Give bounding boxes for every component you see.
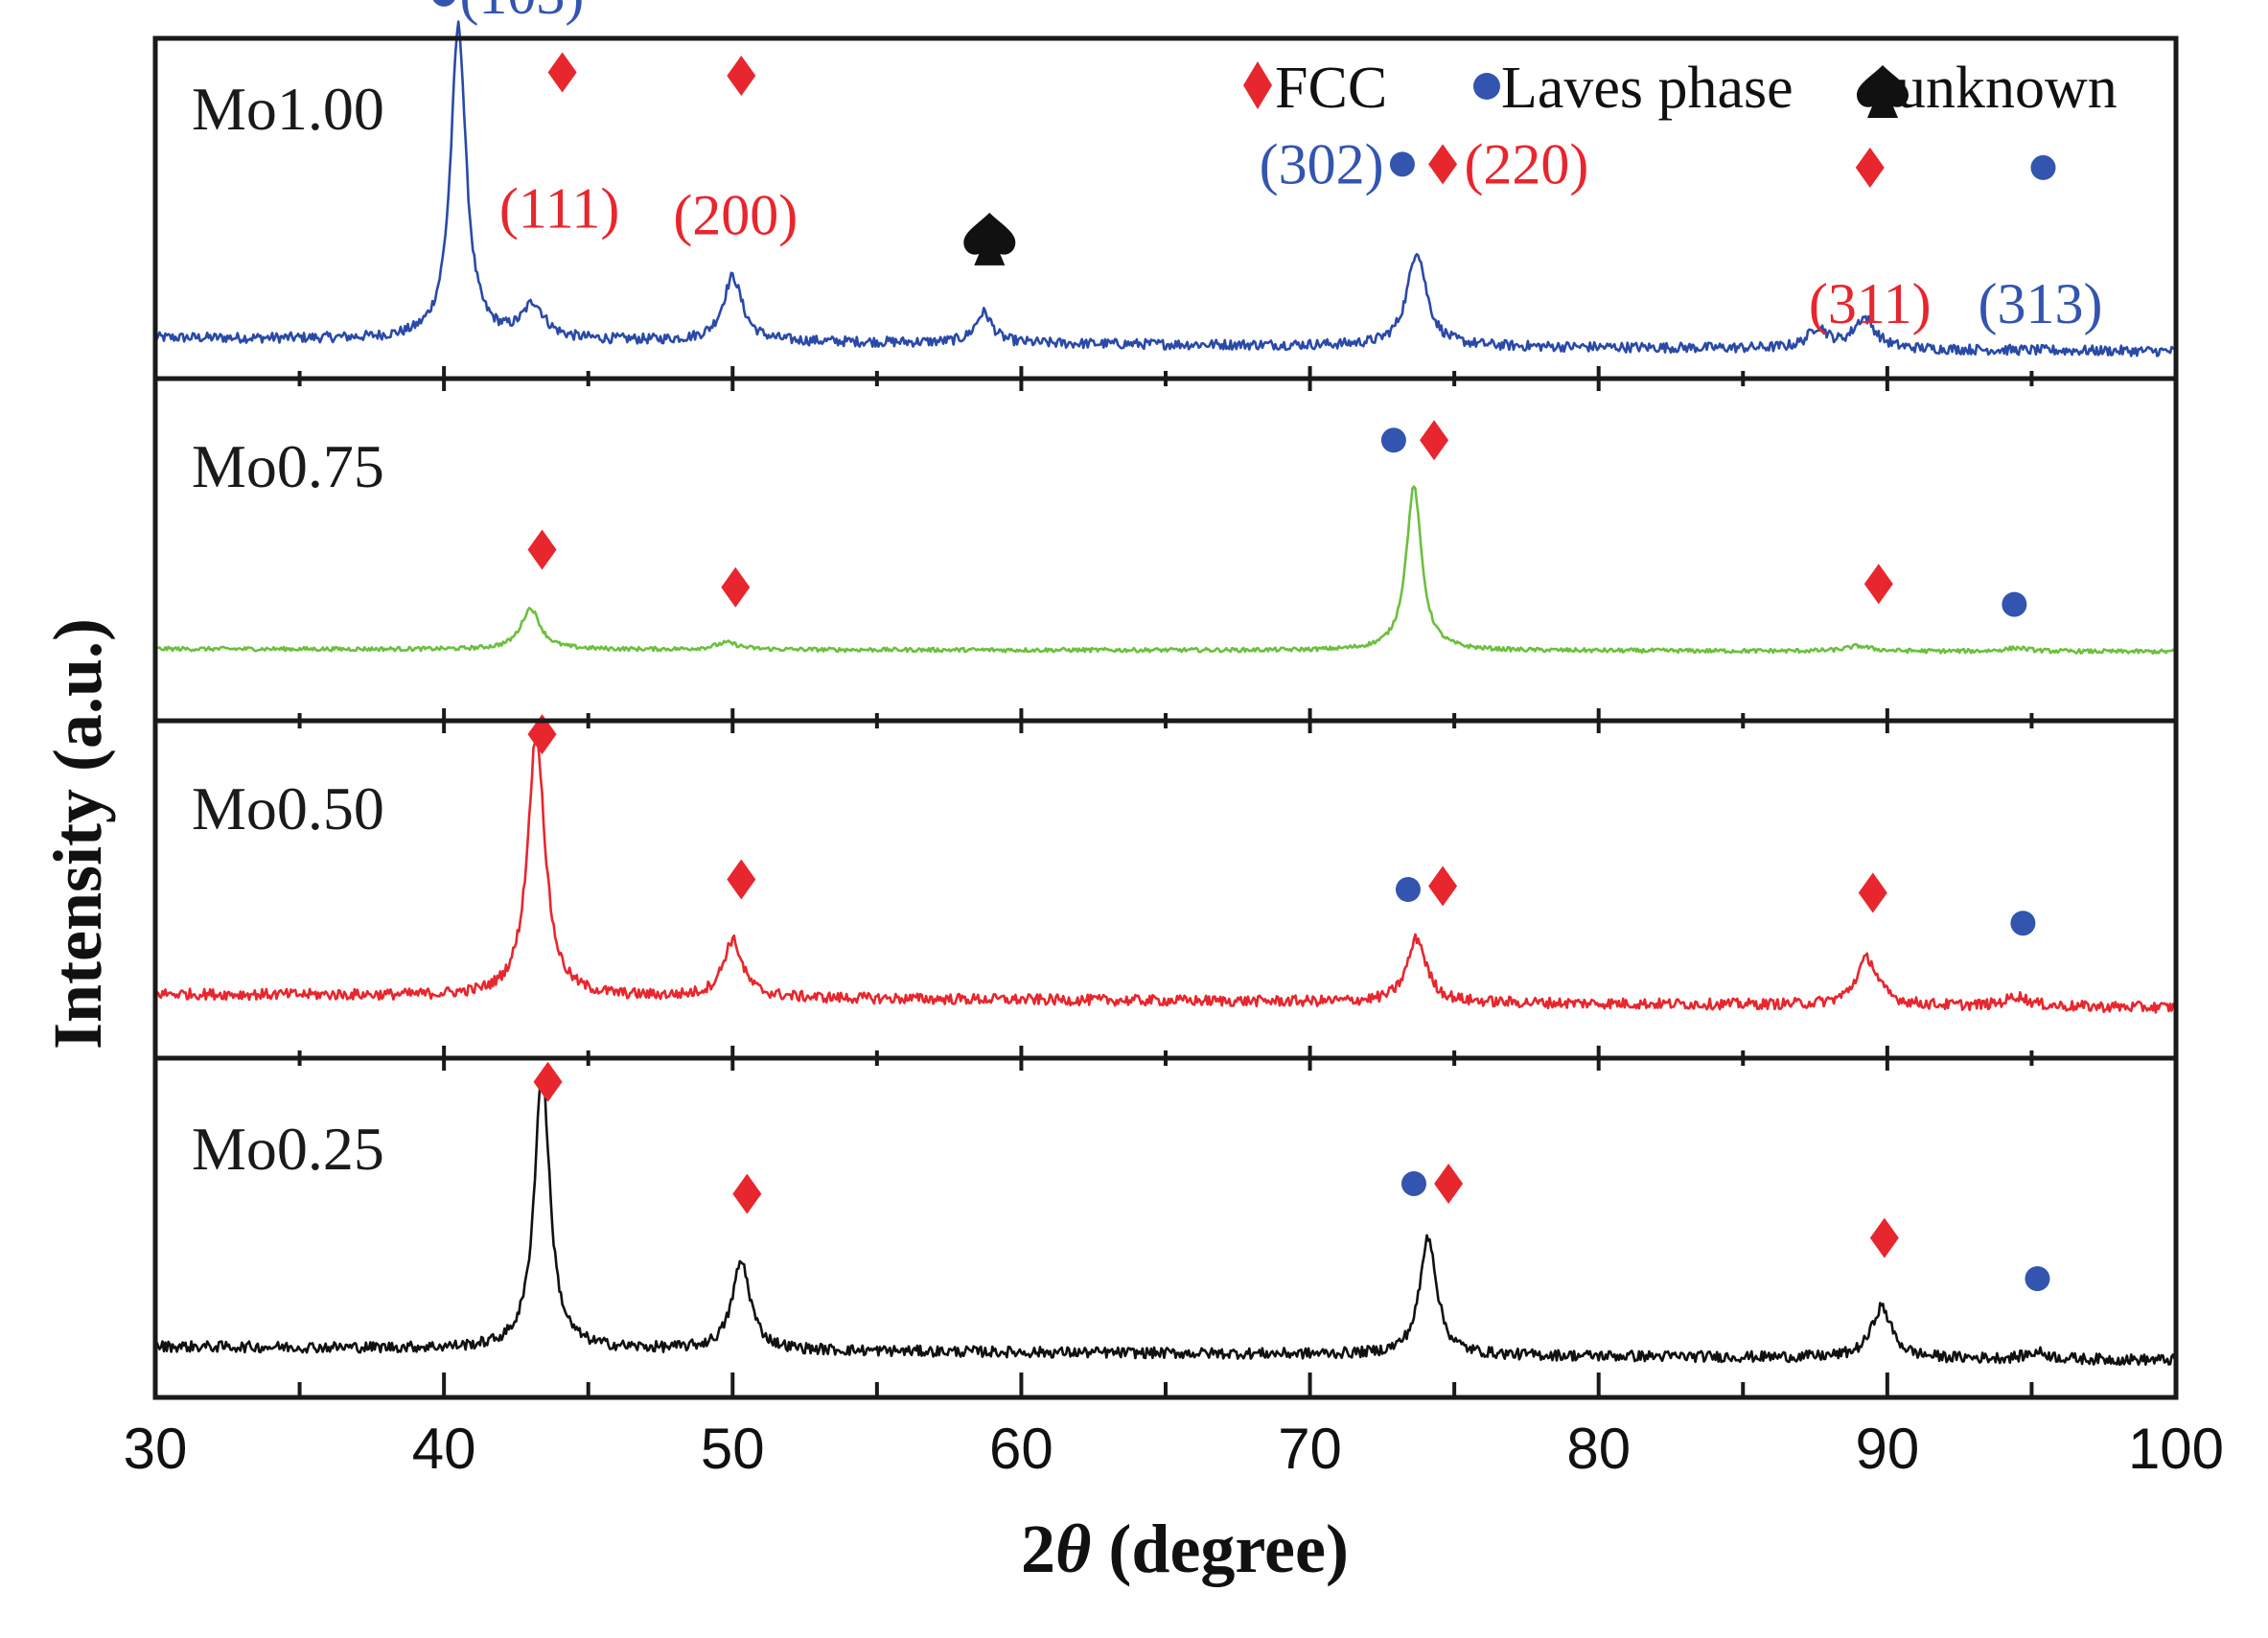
- marker-mo0-50-diamond-0: [527, 714, 557, 755]
- marker-layer: [432, 0, 2056, 1292]
- x-tick-label-80: 80: [1566, 1417, 1631, 1481]
- x-tick-label-50: 50: [701, 1417, 765, 1481]
- x-axis-title-theta: θ: [1055, 1511, 1091, 1587]
- frame-layer: [152, 35, 2179, 1400]
- x-axis-title-number: 2: [1021, 1511, 1055, 1587]
- hkl-label-mo1-00-220: (220): [1464, 132, 1588, 196]
- trace-mo0-25: [153, 1072, 2177, 1367]
- y-axis-title: Intensity (a.u.): [39, 618, 116, 1050]
- x-tick-label-100: 100: [2128, 1417, 2224, 1481]
- marker-mo0-50-diamond-3: [1428, 865, 1458, 907]
- hkl-label-mo1-00-313: (313): [1978, 272, 2102, 335]
- x-tick-label-30: 30: [124, 1417, 188, 1481]
- x-tick-label-60: 60: [989, 1417, 1053, 1481]
- marker-mo0-50-circle-5: [2010, 911, 2036, 936]
- legend-item-laves: Laves phase: [1473, 56, 1794, 121]
- hkl-label-mo1-00-311: (311): [1809, 272, 1932, 335]
- marker-mo0-75-circle-5: [2002, 591, 2027, 617]
- legend-laves-label: Laves phase: [1501, 56, 1794, 121]
- marker-mo1-00-diamond-2: [727, 56, 756, 97]
- marker-mo0-25-diamond-1: [732, 1173, 762, 1214]
- hkl-label-mo1-00-200: (200): [673, 184, 798, 247]
- marker-mo0-25-circle-5: [2025, 1266, 2050, 1292]
- panel-label-mo0-75: Mo0.75: [192, 432, 384, 500]
- trace-mo0-75: [153, 485, 2177, 655]
- marker-mo0-25-diamond-3: [1434, 1163, 1464, 1204]
- marker-mo0-50-circle-2: [1395, 877, 1421, 902]
- marker-mo1-00-circle-0: [432, 0, 455, 7]
- x-tick-label-40: 40: [412, 1417, 476, 1481]
- marker-mo0-75-diamond-3: [721, 566, 751, 608]
- x-axis-title: 2θ (degree): [1021, 1511, 1349, 1587]
- marker-mo0-75-circle-0: [1380, 427, 1406, 453]
- trace-layer: [153, 20, 2178, 1367]
- marker-mo0-75-diamond-2: [527, 529, 557, 570]
- marker-mo0-25-circle-2: [1400, 1170, 1426, 1196]
- legend-fcc-diamond-icon: [1243, 61, 1272, 109]
- marker-mo0-75-diamond-1: [1420, 420, 1449, 461]
- marker-mo1-00-diamond-1: [547, 52, 577, 93]
- x-tick-label-90: 90: [1855, 1417, 1919, 1481]
- hkl-label-mo1-00-302: (302): [1260, 132, 1384, 196]
- marker-mo1-00-diamond-5: [1428, 144, 1458, 185]
- hkl-label-mo1-00-111: (111): [499, 177, 620, 241]
- trace-mo1-00: [153, 20, 2177, 358]
- x-axis-title-unit: (degree): [1091, 1511, 1349, 1587]
- legend-laves-circle-icon: [1473, 73, 1500, 100]
- marker-mo0-25-diamond-0: [533, 1061, 563, 1102]
- hkl-label-mo1-00-103: (103): [459, 0, 584, 26]
- legend-unknown-label: unknown: [1896, 56, 2118, 121]
- trace-mo0-50: [154, 727, 2178, 1014]
- panel-label-mo0-50: Mo0.50: [192, 774, 384, 842]
- marker-mo0-50-diamond-1: [727, 859, 756, 900]
- marker-mo1-00-circle-4: [1389, 151, 1415, 177]
- marker-mo0-75-diamond-4: [1863, 564, 1893, 605]
- legend: FCC Laves phase unknown: [1243, 56, 2118, 121]
- marker-mo1-00-diamond-6: [1855, 147, 1885, 188]
- x-tick-labels: 30 40 50 60 70 80 90 100: [124, 1417, 2224, 1481]
- marker-mo1-00-circle-7: [2030, 154, 2056, 180]
- panel-label-mo0-25: Mo0.25: [192, 1115, 384, 1183]
- legend-fcc-label: FCC: [1275, 56, 1387, 121]
- panel-label-mo1-00: Mo1.00: [192, 75, 384, 143]
- marker-mo0-25-diamond-4: [1869, 1217, 1899, 1258]
- marker-mo1-00-spade-3: [963, 212, 1016, 265]
- legend-item-fcc: FCC: [1243, 56, 1387, 121]
- x-tick-label-70: 70: [1278, 1417, 1342, 1481]
- label-layer: Mo1.00 (103) (111) (200) (302) (220) (311) (313…: [192, 0, 2102, 1183]
- legend-item-unknown: unknown: [1857, 56, 2118, 121]
- legend-unknown-spade-icon: [1857, 65, 1909, 118]
- marker-mo0-50-diamond-4: [1858, 872, 1887, 913]
